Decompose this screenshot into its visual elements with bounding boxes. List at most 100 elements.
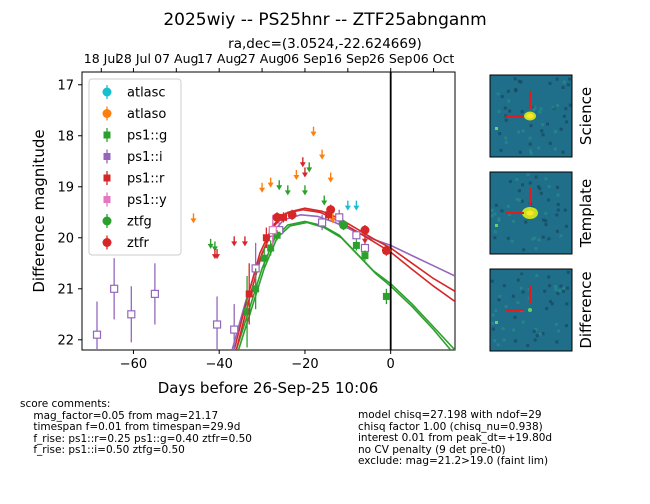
upper-limit-marker [214,249,221,260]
stamp-noise [548,81,552,85]
data-point [382,288,390,305]
stamp-noise [497,219,501,223]
stamp-noise [516,278,520,282]
top-tick-label: 07 Aug [154,51,198,66]
stamp-noise [514,89,518,93]
stamp-noise [561,85,565,89]
stamp-noise [559,234,563,238]
x-axis-label: Days before 26-Sep-25 10:06 [158,379,379,397]
data-point [243,276,251,348]
stamp-noise [520,110,524,114]
stamp-noise [521,183,525,187]
data-point [212,296,222,350]
stamp-noise [529,151,533,155]
stamp-frame [489,74,573,158]
stamp-noise [496,92,500,96]
legend-marker [103,131,111,139]
upper-limit-marker [301,167,308,178]
x-tick-label: −40 [205,357,232,372]
top-tick-label: 06 Sep [283,51,327,66]
stamp-noise [512,328,516,332]
data-point [150,263,159,325]
stamp-difference: Difference [489,268,595,352]
upper-limit-marker [299,157,306,168]
stamp-noise [558,289,562,293]
stamp-noise [501,327,505,331]
stamp-noise [497,217,501,221]
stamp-source-core [526,210,534,216]
stamp-noise [550,302,554,306]
stamp-noise [538,332,542,336]
stamp-noise [528,181,532,185]
stamp-noise [518,150,522,154]
stamp-noise [554,287,558,291]
upper-limit-marker [344,200,351,211]
legend-label: atlaso [127,107,166,122]
stamp-noise [562,289,566,293]
stamp-noise [541,133,545,137]
stamp-noise [510,239,514,243]
data-point [287,209,297,220]
stamp-noise [547,275,551,279]
data-point [361,250,369,261]
stamp-noise [504,114,508,118]
stamp-noise [512,219,516,223]
stamp-star [495,127,498,130]
legend-marker [103,153,111,160]
legend-label: ztfg [127,215,152,230]
stamp-template: Template [489,171,595,255]
stamp-noise [556,193,560,197]
upper-limit-marker [276,180,283,191]
data-point [245,263,253,325]
data-point [352,240,360,251]
stamp-noise [502,338,506,342]
stamp-source [528,308,532,312]
stamp-noise [499,148,503,152]
upper-limit-marker [306,162,313,173]
stamp-noise [520,272,524,276]
stamp-noise [504,136,508,140]
stamp-noise [544,211,548,215]
upper-limit-marker [321,195,328,206]
stamp-star [495,321,498,324]
stamp-noise [546,122,550,126]
score-comments: score comments: mag_factor=0.05 from mag… [20,398,252,456]
stamp-noise [561,150,565,154]
data-point [272,212,282,223]
upper-limit-marker [190,213,197,224]
x-tick-label: −60 [120,357,147,372]
stamp-noise [559,127,563,131]
stamp-noise [547,237,551,241]
stamp-noise [520,199,524,203]
stamp-noise [503,106,507,110]
y-tick-label: 22 [57,333,74,348]
stamp-noise [540,129,544,133]
upper-limit-marker [310,126,317,137]
stamp-noise [554,130,558,134]
legend-label: ps1::g [127,129,167,144]
legend-marker [103,196,111,203]
stamp-noise [506,89,510,93]
stamp-noise [543,289,547,293]
legend-label: ztfr [127,236,149,251]
model-curve [237,221,452,350]
stamp-noise [497,298,501,302]
stamp-noise [541,123,545,127]
stamp-noise [504,118,508,122]
stamp-noise [526,173,530,177]
chart-title: 2025wiy -- PS25hnr -- ZTF25abnganm [163,10,486,30]
model-curve [233,208,455,350]
stamp-noise [513,339,517,343]
stamp-noise [517,189,521,193]
stamp-noise [529,124,533,128]
stamp-noise [504,140,508,144]
data-point [252,268,260,310]
stamp-noise [506,204,510,208]
stamp-noise [539,191,543,195]
stamp-noise [533,338,537,342]
legend-marker [102,238,112,247]
y-tick-label: 18 [57,129,74,144]
legend-box [88,78,182,256]
